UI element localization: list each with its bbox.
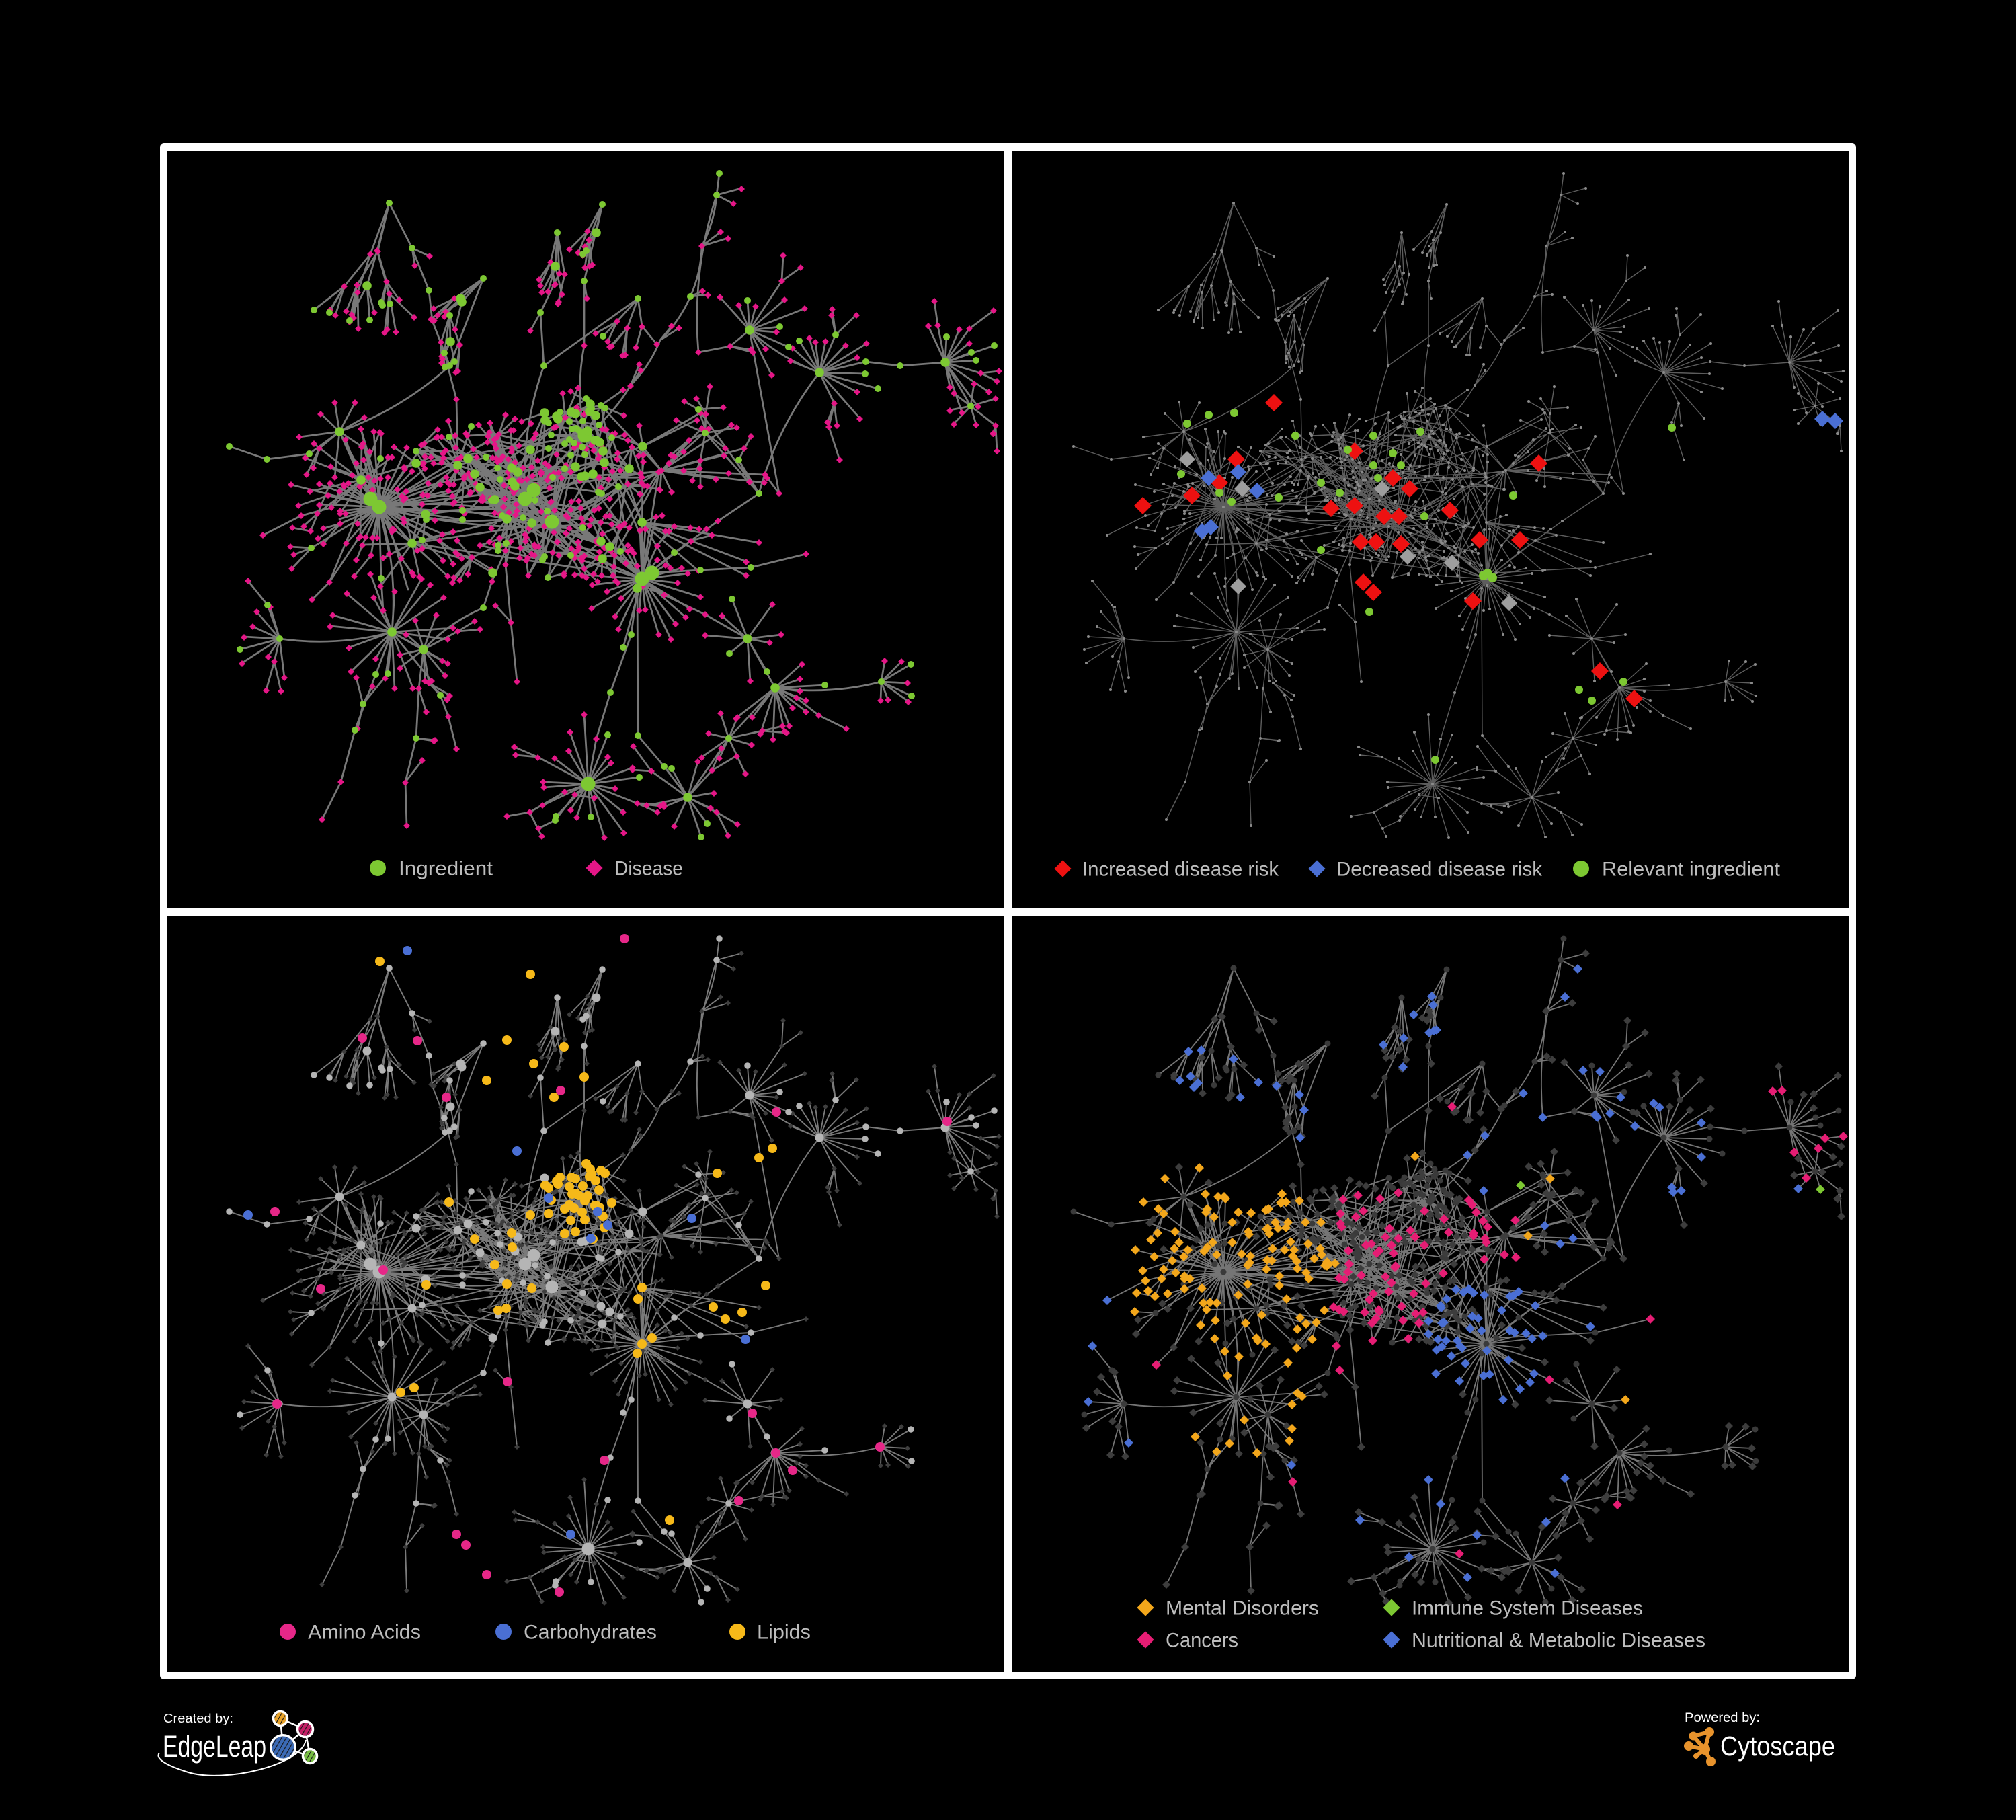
svg-text:Immune System Diseases: Immune System Diseases xyxy=(1412,1597,1643,1620)
svg-text:Carbohydrates: Carbohydrates xyxy=(524,1622,657,1644)
svg-text:Decreased disease risk: Decreased disease risk xyxy=(1336,859,1543,881)
svg-text:Cancers: Cancers xyxy=(1166,1630,1238,1652)
svg-text:Increased disease risk: Increased disease risk xyxy=(1082,859,1279,881)
svg-text:Ingredient: Ingredient xyxy=(399,858,493,880)
svg-text:Relevant ingredient: Relevant ingredient xyxy=(1602,859,1781,881)
svg-text:Cytoscape: Cytoscape xyxy=(1720,1731,1835,1762)
svg-text:Powered by:: Powered by: xyxy=(1685,1711,1760,1725)
svg-text:Mental Disorders: Mental Disorders xyxy=(1166,1597,1319,1620)
svg-text:Lipids: Lipids xyxy=(757,1622,811,1644)
svg-text:Created by:: Created by: xyxy=(163,1712,233,1725)
svg-text:Nutritional & Metabolic Diseas: Nutritional & Metabolic Diseases xyxy=(1412,1630,1705,1652)
svg-text:Amino Acids: Amino Acids xyxy=(308,1622,421,1644)
svg-text:EdgeLeap: EdgeLeap xyxy=(163,1729,266,1764)
svg-text:Disease: Disease xyxy=(614,858,683,880)
